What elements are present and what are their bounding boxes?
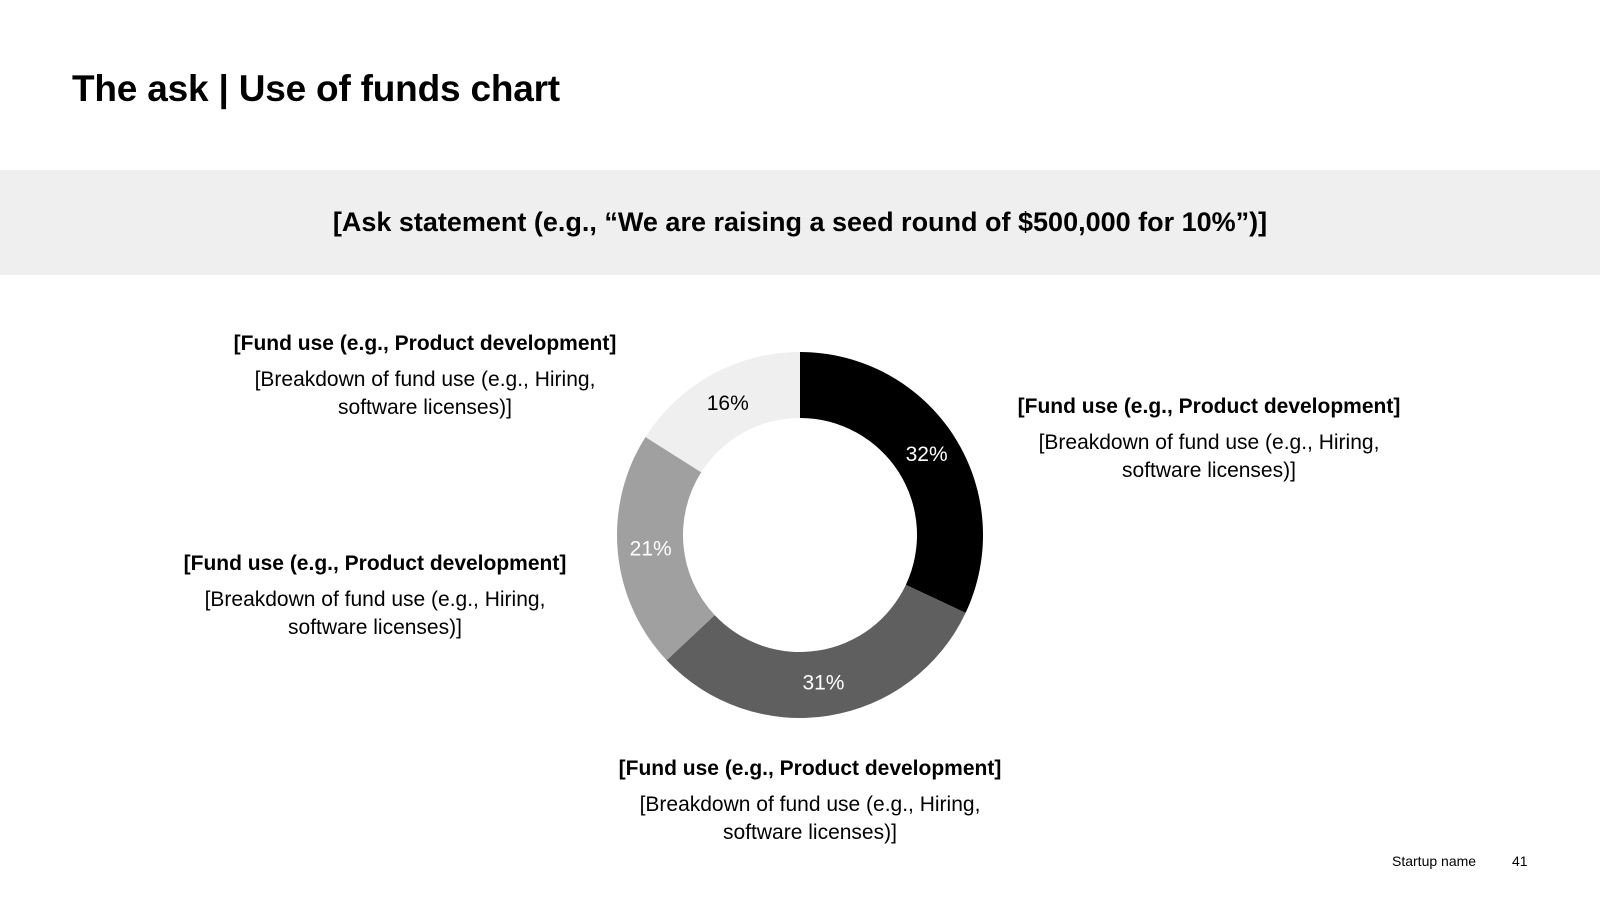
fund-use-breakdown: [Breakdown of fund use (e.g., Hiring, so… [590,791,1030,847]
ask-statement-band: [Ask statement (e.g., “We are raising a … [0,170,1600,275]
donut-percent-label: 16% [707,392,749,415]
fund-use-callout-right: [Fund use (e.g., Product development] [B… [989,393,1429,485]
use-of-funds-donut-chart: 32% 31% 21% 16% [617,352,983,718]
footer-page-number: 41 [1512,853,1528,869]
donut-percent-label: 32% [906,443,948,466]
fund-use-title: [Fund use (e.g., Product development] [1017,395,1401,418]
slide-title: The ask | Use of funds chart [72,68,560,109]
fund-use-breakdown-line: software licenses)] [338,396,512,419]
fund-use-breakdown-line: software licenses)] [1122,459,1296,482]
fund-use-breakdown-line: software licenses)] [288,616,462,639]
donut-percent-label: 31% [802,672,844,695]
fund-use-breakdown-line: [Breakdown of fund use (e.g., Hiring, [204,588,546,611]
fund-use-breakdown-line: software licenses)] [723,821,897,844]
donut-percent-label: 21% [630,538,672,561]
fund-use-breakdown: [Breakdown of fund use (e.g., Hiring, so… [205,366,645,422]
ask-statement: [Ask statement (e.g., “We are raising a … [332,207,1268,237]
donut-slice [645,352,800,473]
donut-slice [617,436,715,661]
fund-use-breakdown-line: [Breakdown of fund use (e.g., Hiring, [254,368,596,391]
fund-use-callout-bottom: [Fund use (e.g., Product development] [B… [590,755,1030,847]
donut-slices [617,352,983,718]
donut-slice [666,584,966,718]
fund-use-breakdown: [Breakdown of fund use (e.g., Hiring, so… [989,429,1429,485]
donut-labels: 32% 31% 21% 16% [630,392,948,695]
fund-use-title: [Fund use (e.g., Product development] [233,332,617,355]
fund-use-title: [Fund use (e.g., Product development] [618,757,1002,780]
footer-startup-name: Startup name [1392,853,1477,869]
fund-use-breakdown-line: [Breakdown of fund use (e.g., Hiring, [639,793,981,816]
fund-use-title: [Fund use (e.g., Product development] [183,552,567,575]
fund-use-callout-top-left: [Fund use (e.g., Product development] [B… [205,330,645,422]
fund-use-callout-middle-left: [Fund use (e.g., Product development] [B… [155,550,595,642]
fund-use-breakdown-line: [Breakdown of fund use (e.g., Hiring, [1038,431,1380,454]
fund-use-breakdown: [Breakdown of fund use (e.g., Hiring, so… [155,586,595,642]
donut-slice [800,352,983,613]
